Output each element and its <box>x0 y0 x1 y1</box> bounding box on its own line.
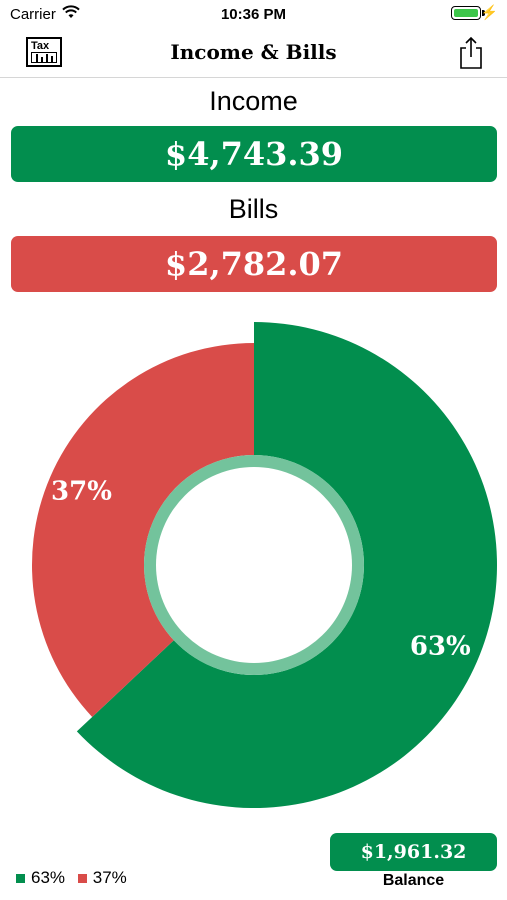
donut-label-1: 63% <box>410 632 471 662</box>
legend-label-income: 63% <box>31 868 66 887</box>
bills-label: Bills <box>228 194 279 224</box>
bills-amount[interactable]: $2,782.07 <box>11 236 497 292</box>
chart-legend: 63% 37% <box>16 868 135 888</box>
donut-slice-1 <box>76 322 497 808</box>
tax-icon-label: Tax <box>31 40 50 52</box>
legend-item-income: 63% <box>16 868 65 888</box>
tax-icon-button[interactable]: Tax <box>26 37 62 67</box>
balance-amount[interactable]: $1,961.32 <box>330 833 497 871</box>
charging-icon: ⚡ <box>480 4 498 20</box>
income-label: Income <box>209 86 298 116</box>
donut-hole <box>156 467 352 663</box>
donut-label-2: 37% <box>51 476 112 506</box>
navigation-bar: Tax Income & Bills <box>0 30 507 78</box>
balance-label: Balance <box>382 872 445 889</box>
battery-icon <box>451 6 481 20</box>
donut-chart-svg: 63% 37% <box>31 322 497 808</box>
page-title: Income & Bills <box>170 40 337 64</box>
share-icon[interactable] <box>457 36 485 70</box>
legend-swatch-bills <box>77 874 87 884</box>
tax-grid-icon <box>31 52 57 63</box>
battery-tip <box>482 10 485 16</box>
carrier-label: Carrier <box>10 6 56 23</box>
status-bar: Carrier 10:36 PM ⚡ <box>0 0 507 30</box>
donut-slice-2 <box>31 343 255 717</box>
legend-swatch-income <box>16 874 25 884</box>
legend-label-bills: 37% <box>92 868 127 887</box>
wifi-icon <box>62 5 80 18</box>
donut-chart: 63% 37% <box>0 300 507 820</box>
income-amount[interactable]: $4,743.39 <box>11 126 497 182</box>
legend-item-bills: 37% <box>77 868 127 888</box>
status-time: 10:36 PM <box>220 6 287 23</box>
